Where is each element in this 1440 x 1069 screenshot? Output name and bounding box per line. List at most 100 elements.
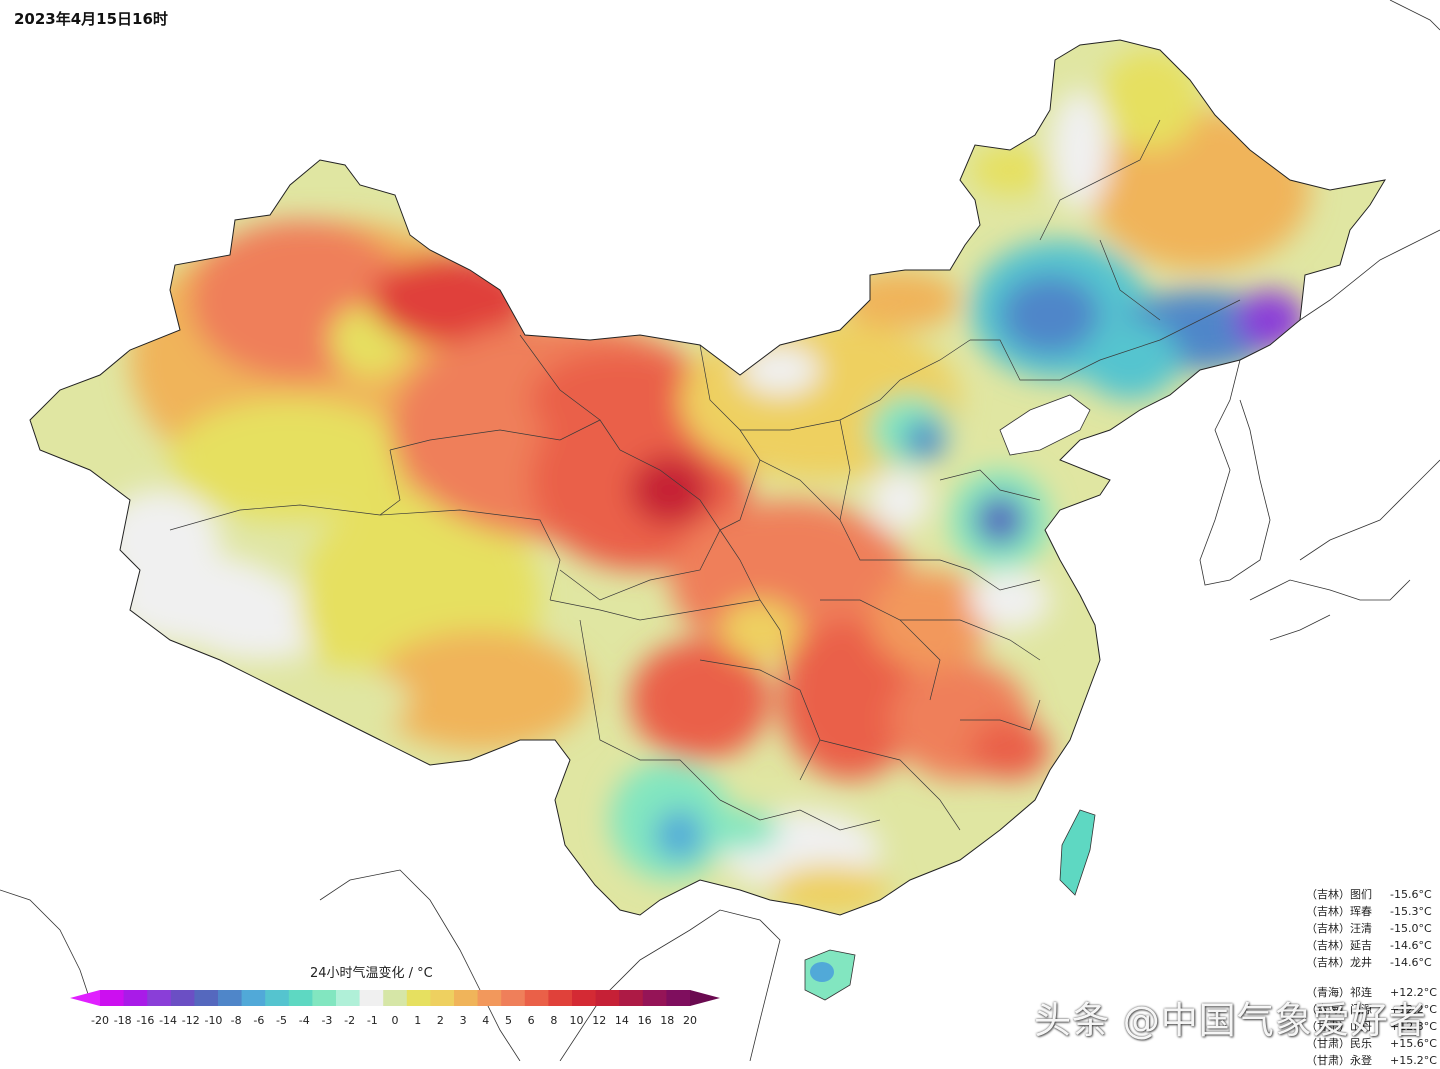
station-row: （甘肃） 山丹 +12.3°C — [1306, 1018, 1440, 1035]
legend-color-bar — [70, 990, 720, 1006]
legend-tick-label: 6 — [527, 1014, 535, 1027]
legend-min-arrow — [70, 990, 100, 1006]
legend-tick-label: 14 — [614, 1014, 629, 1027]
map-timestamp: 2023年4月15日16时 — [14, 10, 168, 28]
china-outline — [29, 39, 1386, 916]
station-province: （甘肃） — [1306, 1020, 1350, 1033]
legend-tick-label: -1 — [366, 1014, 378, 1027]
legend-swatch — [524, 990, 549, 1006]
legend-swatch — [265, 990, 290, 1006]
legend-tick-label: -20 — [91, 1014, 109, 1027]
station-row: （吉林） 龙井 -14.6°C — [1306, 954, 1440, 971]
legend-swatch — [359, 990, 384, 1006]
station-province: （吉林） — [1306, 922, 1350, 935]
station-province: （青海） — [1306, 986, 1350, 999]
station-province: （吉林） — [1306, 905, 1350, 918]
bohai-sea — [999, 394, 1091, 456]
station-name: 门源 — [1350, 1003, 1372, 1016]
station-row: （青海） 门源 +12.2°C — [1306, 1001, 1440, 1018]
legend-tick-label: -10 — [204, 1014, 223, 1027]
legend-tick-label: -12 — [181, 1014, 200, 1027]
station-row: （青海） 祁连 +12.2°C — [1306, 984, 1440, 1001]
legend-swatch — [123, 990, 148, 1006]
station-province: （青海） — [1306, 1003, 1350, 1016]
legend-swatch — [454, 990, 479, 1006]
legend-swatch — [312, 990, 337, 1006]
legend-tick-label: 2 — [436, 1014, 444, 1027]
station-value: +12.2°C — [1390, 986, 1437, 999]
legend-tick-label: -16 — [136, 1014, 155, 1027]
legend-tick-label: -6 — [253, 1014, 265, 1027]
station-value: -15.6°C — [1390, 888, 1432, 901]
legend-swatch — [548, 990, 573, 1006]
legend-tick-label: 0 — [391, 1014, 399, 1027]
color-legend: 24小时气温变化 / °C -20 -18 -16 -14 -12 -10 -8 -6 -5 -4… — [70, 958, 720, 1038]
watermark: 头条 @中国气象爱好者 — [1034, 999, 1427, 1042]
station-province: （吉林） — [1306, 939, 1350, 952]
legend-swatch — [147, 990, 172, 1006]
legend-tick-label: 3 — [459, 1014, 467, 1027]
legend-tick-label: -2 — [344, 1014, 356, 1027]
station-row: （吉林） 图们 -15.6°C — [1306, 886, 1440, 903]
station-extremes: （吉林） 图们 -15.6°C （吉林） 珲春 -15.3°C （吉林） 汪清 -15.0°C （… — [1306, 886, 1440, 1069]
legend-tick-label: 12 — [592, 1014, 607, 1027]
station-value: -14.6°C — [1390, 956, 1432, 969]
legend-swatch — [619, 990, 644, 1006]
legend-tick-label: 10 — [569, 1014, 584, 1027]
station-value: +12.2°C — [1390, 1003, 1437, 1016]
legend-tick-label: 20 — [683, 1014, 697, 1027]
station-name: 图们 — [1350, 888, 1372, 901]
legend-swatch — [170, 990, 195, 1006]
station-name: 民乐 — [1350, 1037, 1372, 1050]
station-value: +15.6°C — [1390, 1037, 1437, 1050]
station-name: 延吉 — [1350, 939, 1372, 952]
station-row: （甘肃） 民乐 +15.6°C — [1306, 1035, 1440, 1052]
station-row: （吉林） 延吉 -14.6°C — [1306, 937, 1440, 954]
station-name: 山丹 — [1350, 1020, 1372, 1033]
legend-swatch — [642, 990, 667, 1006]
legend-swatch — [241, 990, 266, 1006]
station-name: 汪清 — [1350, 922, 1372, 935]
legend-swatch — [595, 990, 620, 1006]
legend-tick-label: -4 — [298, 1014, 310, 1027]
station-value: -15.3°C — [1390, 905, 1432, 918]
legend-tick-label: 5 — [504, 1014, 512, 1027]
taiwan-island — [1059, 809, 1096, 896]
station-value: -15.0°C — [1390, 922, 1432, 935]
legend-swatch — [477, 990, 502, 1006]
station-name: 珲春 — [1350, 905, 1372, 918]
station-province: （吉林） — [1306, 956, 1350, 969]
legend-title: 24小时气温变化 / °C — [310, 966, 433, 981]
legend-swatch — [336, 990, 361, 1006]
legend-tick-label: 16 — [637, 1014, 652, 1027]
station-name: 祁连 — [1350, 986, 1372, 999]
legend-tick-label: 18 — [660, 1014, 675, 1027]
legend-swatch — [288, 990, 313, 1006]
legend-tick-label: 1 — [414, 1014, 422, 1027]
legend-swatch — [218, 990, 243, 1006]
legend-swatch — [430, 990, 455, 1006]
legend-max-arrow — [690, 990, 720, 1006]
station-row: （吉林） 珲春 -15.3°C — [1306, 903, 1440, 920]
legend-tick-label: 8 — [550, 1014, 558, 1027]
legend-tick-label: -8 — [230, 1014, 242, 1027]
station-name: 龙井 — [1350, 956, 1372, 969]
legend-swatch — [666, 990, 691, 1006]
hainan-cold-spot — [810, 962, 834, 982]
coldest-stations-list: （吉林） 图们 -15.6°C （吉林） 珲春 -15.3°C （吉林） 汪清 -15.0°C （… — [1306, 886, 1440, 971]
legend-swatch — [383, 990, 408, 1006]
legend-tick-label: -18 — [113, 1014, 132, 1027]
legend-swatch — [100, 990, 125, 1006]
station-province: （甘肃） — [1306, 1037, 1350, 1050]
legend-tick-label: -3 — [321, 1014, 333, 1027]
station-row: （吉林） 汪清 -15.0°C — [1306, 920, 1440, 937]
legend-tick-label: 4 — [482, 1014, 490, 1027]
legend-swatch — [406, 990, 431, 1006]
legend-tick-labels: -20 -18 -16 -14 -12 -10 -8 -6 -5 -4 -3 -2 -1 0 1 2 3 4 5 6 8… — [70, 1014, 720, 1030]
legend-tick-label: -14 — [159, 1014, 178, 1027]
legend-swatch — [572, 990, 597, 1006]
